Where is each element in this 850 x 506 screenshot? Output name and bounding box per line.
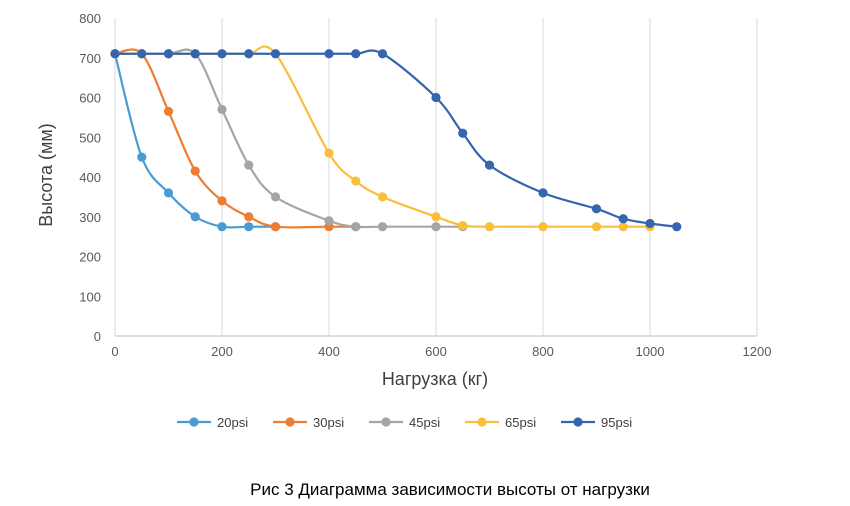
data-point-95psi-14: [591, 204, 602, 214]
legend-marker-20psi: [189, 417, 199, 427]
legend-marker-65psi: [477, 417, 487, 427]
y-tick-label: 100: [79, 289, 101, 304]
data-point-45psi-9: [377, 222, 388, 232]
legend: 20psi 30psi 45psi 65psi 95psi: [177, 415, 632, 430]
legend-label-65psi: 65psi: [505, 415, 536, 430]
data-point-45psi-8: [351, 222, 361, 232]
data-point-95psi-17: [672, 222, 682, 232]
data-point-95psi-8: [351, 49, 361, 59]
data-point-65psi-9: [377, 192, 388, 202]
y-tick-label: 500: [79, 130, 101, 145]
series-line-95psi: [115, 49, 677, 228]
data-point-30psi-4: [217, 196, 227, 206]
y-ticks: 0 100 200 300 400 500 600 700 800: [79, 11, 101, 344]
data-point-45psi-6: [270, 192, 281, 202]
data-point-95psi-1: [137, 49, 147, 59]
data-point-95psi-15: [618, 214, 628, 224]
y-tick-label: 400: [79, 170, 101, 185]
x-tick-label: 800: [532, 344, 554, 359]
data-point-20psi-3: [190, 212, 200, 222]
series-markers: [110, 49, 682, 232]
data-point-45psi-7: [324, 216, 334, 226]
data-point-65psi-15: [618, 222, 628, 232]
data-point-20psi-5: [244, 222, 254, 232]
data-point-95psi-9: [377, 49, 388, 59]
data-point-20psi-4: [217, 222, 227, 232]
data-point-20psi-1: [137, 152, 147, 162]
legend-label-95psi: 95psi: [601, 415, 632, 430]
y-tick-label: 300: [79, 210, 101, 225]
x-tick-label: 600: [425, 344, 447, 359]
series-lines: [113, 45, 677, 229]
legend-marker-30psi: [285, 417, 295, 427]
legend-label-20psi: 20psi: [217, 415, 248, 430]
data-point-95psi-5: [244, 49, 254, 59]
y-tick-label: 700: [79, 51, 101, 66]
data-point-95psi-6: [270, 49, 281, 59]
data-point-20psi-2: [163, 188, 174, 198]
data-point-95psi-12: [484, 160, 495, 170]
data-point-45psi-4: [217, 104, 227, 115]
data-point-30psi-2: [163, 106, 174, 117]
legend-label-45psi: 45psi: [409, 415, 440, 430]
data-point-65psi-14: [591, 222, 602, 232]
figure-caption: Рис 3 Диаграмма зависимости высоты от на…: [250, 480, 650, 499]
legend-label-30psi: 30psi: [313, 415, 344, 430]
data-point-95psi-7: [324, 49, 334, 59]
legend-marker-95psi: [573, 417, 583, 427]
y-tick-label: 600: [79, 91, 101, 106]
y-tick-label: 800: [79, 11, 101, 26]
data-point-30psi-5: [244, 212, 254, 222]
data-point-95psi-0: [110, 49, 120, 59]
data-point-95psi-4: [217, 49, 227, 59]
y-axis-title: Высота (мм): [36, 123, 56, 227]
data-point-65psi-10: [431, 212, 441, 222]
data-point-45psi-5: [244, 160, 254, 170]
x-tick-label: 400: [318, 344, 340, 359]
data-point-65psi-12: [484, 222, 495, 232]
data-point-95psi-16: [645, 218, 655, 229]
data-point-95psi-10: [431, 92, 441, 103]
data-point-95psi-2: [163, 49, 174, 59]
x-tick-label: 0: [111, 344, 118, 359]
grid: [114, 18, 758, 337]
x-tick-label: 1200: [743, 344, 772, 359]
data-point-65psi-8: [351, 176, 361, 186]
x-axis-title: Нагрузка (кг): [382, 369, 488, 389]
y-tick-label: 200: [79, 250, 101, 265]
x-ticks: 0 200 400 600 800 1000 1200: [111, 344, 771, 359]
data-point-65psi-11: [458, 220, 468, 231]
legend-marker-45psi: [381, 417, 391, 427]
series-line-20psi: [113, 53, 276, 229]
data-point-65psi-13: [538, 222, 548, 232]
data-point-95psi-11: [458, 128, 468, 138]
data-point-30psi-6: [270, 222, 281, 232]
data-point-95psi-3: [190, 49, 200, 59]
x-tick-label: 200: [211, 344, 233, 359]
data-point-30psi-3: [190, 166, 200, 176]
data-point-65psi-7: [324, 148, 334, 158]
y-tick-label: 0: [94, 329, 101, 344]
data-point-45psi-10: [431, 222, 441, 232]
x-tick-label: 1000: [636, 344, 665, 359]
data-point-95psi-13: [538, 188, 548, 198]
